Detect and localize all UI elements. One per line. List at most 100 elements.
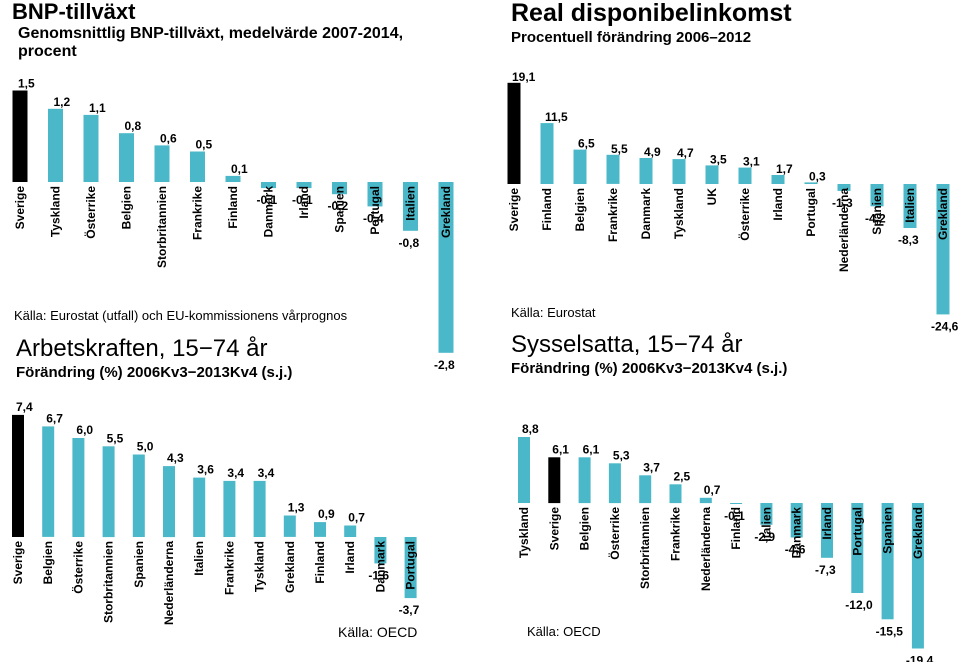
category-label: Frankrike bbox=[606, 188, 620, 242]
chart3-subtitle: Förändring (%) 2006Kv3−2013Kv4 (s.j.) bbox=[16, 364, 293, 381]
bar-3-spanien bbox=[132, 454, 145, 537]
category-label: Spanien bbox=[132, 541, 146, 588]
bar-4-storbritannien bbox=[639, 475, 652, 504]
value-label: 5,3 bbox=[613, 448, 630, 462]
bar-4-nederländerna bbox=[699, 497, 712, 504]
category-label: Portugal bbox=[804, 188, 818, 237]
category-label: Finland bbox=[540, 188, 554, 231]
bar-3-portugal bbox=[404, 537, 417, 599]
value-label: 6,1 bbox=[552, 442, 569, 456]
chart4-title: Sysselsatta, 15−74 år bbox=[511, 331, 743, 358]
category-label: Danmark bbox=[262, 186, 276, 238]
value-label: 3,4 bbox=[227, 466, 244, 480]
value-label: 3,6 bbox=[197, 463, 214, 477]
value-label: 11,5 bbox=[545, 110, 568, 124]
value-label: -15,5 bbox=[876, 624, 904, 638]
value-label: 4,9 bbox=[644, 145, 661, 159]
value-label: 3,4 bbox=[258, 466, 275, 480]
category-label: Tyskland bbox=[517, 507, 531, 558]
bar-4-belgien bbox=[578, 457, 591, 504]
bar-1-österrike bbox=[83, 114, 99, 182]
chart-3-group: 7,4 Sverige 6,7 Belgien 6,0 Österrike 5,5 Storb… bbox=[11, 400, 420, 625]
value-label: -2,9 bbox=[754, 530, 775, 544]
value-label: 0,7 bbox=[704, 483, 721, 497]
category-label: Storbritannien bbox=[155, 186, 169, 268]
chart4-source: Källa: OECD bbox=[527, 624, 601, 639]
value-label: 3,1 bbox=[743, 155, 760, 169]
value-label: 3,7 bbox=[643, 460, 660, 474]
value-label: -0,2 bbox=[328, 199, 349, 213]
category-label: Österrike bbox=[83, 186, 98, 239]
value-label: -24,6 bbox=[931, 319, 959, 333]
bar-3-italien bbox=[193, 477, 206, 537]
value-label: 3,5 bbox=[710, 152, 727, 166]
value-label: 1,1 bbox=[89, 101, 106, 115]
category-label: Sverige bbox=[547, 507, 561, 551]
value-label: -7,3 bbox=[815, 563, 836, 577]
chart1-source: Källa: Eurostat (utfall) och EU-kommissi… bbox=[14, 308, 348, 323]
value-label: 0,9 bbox=[318, 507, 335, 521]
category-label: Danmark bbox=[790, 507, 804, 559]
bar-2-danmark bbox=[639, 158, 653, 184]
value-label: 5,0 bbox=[137, 440, 154, 454]
category-label: Belgien bbox=[120, 186, 134, 229]
bar-2-frankrike bbox=[606, 154, 620, 184]
bar-1-tyskland bbox=[48, 108, 63, 182]
bar-2-irland bbox=[771, 175, 785, 184]
value-label: -4,6 bbox=[785, 543, 806, 557]
bar-1-irland bbox=[296, 182, 312, 189]
bar-4-portugal bbox=[851, 503, 864, 593]
bar-4-finland bbox=[730, 503, 743, 504]
bar-1-sverige bbox=[12, 90, 28, 182]
bar-2-finland bbox=[540, 123, 554, 184]
category-label: Irland bbox=[297, 186, 311, 219]
value-label: 6,0 bbox=[76, 423, 93, 437]
value-label: -8,3 bbox=[898, 233, 919, 247]
value-label: 0,1 bbox=[231, 162, 248, 176]
value-label: 0,5 bbox=[196, 138, 213, 152]
value-label: 4,3 bbox=[167, 451, 184, 465]
bar-3-nederländerna bbox=[163, 466, 175, 538]
value-label: -1,3 bbox=[832, 196, 853, 210]
value-label: 0,8 bbox=[125, 119, 142, 133]
value-label: -0,1 bbox=[257, 193, 278, 207]
bar-3-sverige bbox=[12, 414, 24, 537]
category-label: Sverige bbox=[507, 188, 521, 232]
value-label: 1,5 bbox=[18, 77, 35, 91]
value-label: 6,7 bbox=[46, 411, 63, 425]
value-label: -0,1 bbox=[292, 193, 313, 207]
category-label: Tyskland bbox=[253, 541, 267, 592]
value-label: -12,0 bbox=[845, 598, 873, 612]
value-label: 0,7 bbox=[348, 511, 365, 525]
chart2-subtitle: Procentuell förändring 2006–2012 bbox=[511, 29, 752, 46]
category-label: Irland bbox=[820, 507, 834, 540]
bar-1-belgien bbox=[119, 133, 134, 182]
bar-3-danmark bbox=[374, 537, 387, 564]
category-label: Finland bbox=[729, 507, 743, 550]
value-label: -2,8 bbox=[434, 358, 455, 372]
bar-2-nederländerna bbox=[837, 184, 851, 191]
bar-4-sverige bbox=[548, 457, 561, 504]
bar-2-portugal bbox=[804, 182, 818, 184]
category-label: Frankrike bbox=[222, 541, 236, 595]
value-label: -4,2 bbox=[865, 211, 886, 225]
value-label: 6,5 bbox=[578, 137, 595, 151]
bar-3-grekland bbox=[283, 515, 296, 537]
bar-3-storbritannien bbox=[102, 446, 115, 538]
bar-4-danmark bbox=[790, 503, 803, 538]
bar-2-spanien bbox=[870, 184, 884, 207]
category-label: Danmark bbox=[373, 541, 387, 593]
chart3-title: Arbetskraften, 15−74 år bbox=[16, 335, 268, 362]
bar-2-grekland bbox=[936, 184, 950, 315]
value-label: 5,5 bbox=[611, 142, 628, 156]
bar-4-grekland bbox=[911, 503, 924, 649]
value-label: 1,7 bbox=[776, 162, 793, 176]
bar-2-uk bbox=[705, 165, 719, 184]
value-label: 7,4 bbox=[16, 400, 33, 414]
category-label: Österrike bbox=[70, 541, 85, 594]
bar-1-spanien bbox=[332, 182, 347, 195]
value-label: 8,8 bbox=[522, 422, 539, 436]
bar-3-österrike bbox=[72, 438, 85, 537]
category-label: Sverige bbox=[13, 186, 27, 230]
category-label: Belgien bbox=[578, 507, 592, 550]
